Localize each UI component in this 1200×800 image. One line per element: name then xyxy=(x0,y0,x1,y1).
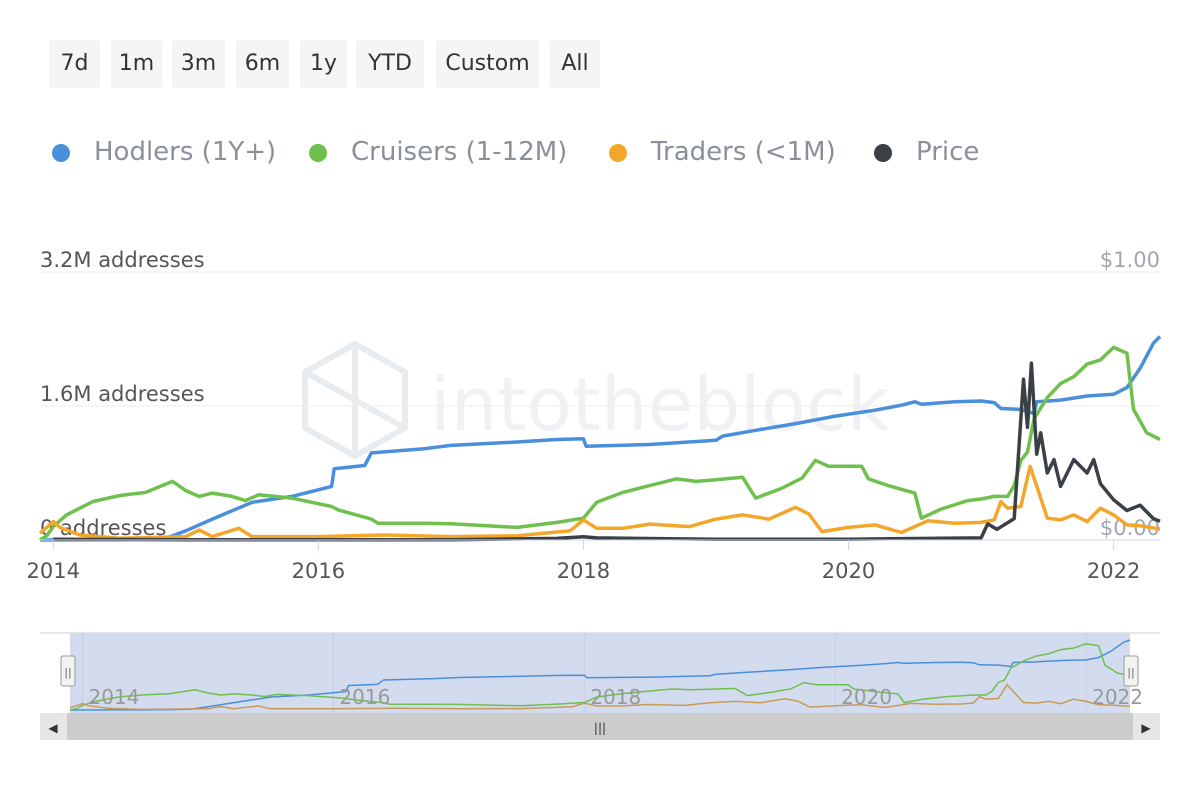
legend-label: Cruisers (1-12M) xyxy=(351,137,568,167)
navigator-right-handle-grip-icon: || xyxy=(1127,666,1134,679)
navigator-left-handle[interactable]: || xyxy=(60,655,76,687)
range-button-1m[interactable]: 1m xyxy=(111,40,162,88)
x-tick-label: 2020 xyxy=(822,559,875,583)
range-button-ytd[interactable]: YTD xyxy=(356,40,424,88)
legend-label: Traders (<1M) xyxy=(651,137,836,167)
watermark: intotheblock xyxy=(302,340,890,460)
navigator-tick-label: 2016 xyxy=(339,685,390,709)
range-button-3m[interactable]: 3m xyxy=(172,40,225,88)
legend-label: Hodlers (1Y+) xyxy=(94,137,277,167)
series-line-hodlers xyxy=(39,335,1162,542)
navigator-tick-label: 2022 xyxy=(1092,685,1143,709)
legend-dot-icon xyxy=(52,144,70,162)
scrollbar-right-button[interactable]: ▶ xyxy=(1133,713,1160,740)
navigator-line-traders xyxy=(69,683,1131,711)
scrollbar-grip-icon: ||| xyxy=(594,721,606,735)
range-button-6m[interactable]: 6m xyxy=(236,40,289,88)
x-tick-label: 2022 xyxy=(1087,559,1140,583)
navigator-right-handle[interactable]: || xyxy=(1123,655,1139,687)
navigator-selection[interactable] xyxy=(70,633,1130,713)
scroll-left-arrow-icon: ◀ xyxy=(48,721,58,735)
x-tick-label: 2016 xyxy=(292,559,345,583)
series-layer xyxy=(38,335,1162,542)
navigator-tick-label: 2020 xyxy=(841,685,892,709)
range-button-1y[interactable]: 1y xyxy=(300,40,347,88)
range-button-custom[interactable]: Custom xyxy=(436,40,539,88)
legend-dot-icon xyxy=(309,144,327,162)
y-left-tick-label: 1.6M addresses xyxy=(40,382,205,406)
navigator-grid xyxy=(82,633,1087,713)
scroll-right-arrow-icon: ▶ xyxy=(1141,721,1151,735)
scrollbar-left-button[interactable]: ◀ xyxy=(40,713,67,740)
series-line-traders xyxy=(38,464,1161,541)
legend-dot-icon xyxy=(609,144,627,162)
navigator-x-axis: 2014 2016 2018 2020 2022 xyxy=(89,685,1143,709)
x-tick-label: 2018 xyxy=(557,559,610,583)
navigator[interactable]: 2014 2016 2018 2020 2022 || || ||| ◀ ▶ xyxy=(0,628,1200,748)
x-tick-label: 2014 xyxy=(27,559,80,583)
y-left-tick-label: 3.2M addresses xyxy=(40,248,205,272)
watermark-logo-icon xyxy=(302,340,408,460)
range-button-7d[interactable]: 7d xyxy=(49,40,100,88)
series-line-price xyxy=(53,361,1161,542)
navigator-line-cruisers xyxy=(69,643,1131,711)
y-right-tick-label: $1.00 xyxy=(1100,248,1160,272)
legend-dot-icon xyxy=(874,144,892,162)
scrollbar-thumb[interactable] xyxy=(67,713,1133,740)
navigator-left-handle-grip-icon: || xyxy=(64,666,71,679)
x-axis: 2014 2016 2018 2020 2022 xyxy=(27,540,1140,583)
navigator-series xyxy=(69,639,1131,711)
legend-label: Price xyxy=(916,137,980,167)
navigator-tick-label: 2014 xyxy=(89,685,140,709)
navigator-tick-label: 2018 xyxy=(590,685,641,709)
navigator-line-hodlers xyxy=(69,639,1131,711)
range-button-all[interactable]: All xyxy=(550,40,600,88)
watermark-text: intotheblock xyxy=(430,362,890,448)
